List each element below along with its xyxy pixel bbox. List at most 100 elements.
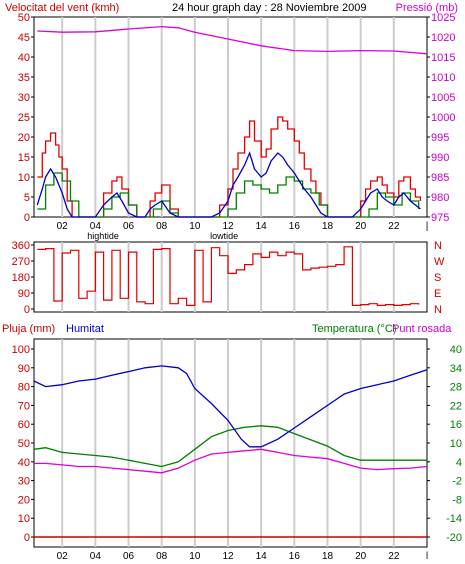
y-tick-label: 30 xyxy=(18,92,30,104)
direction-tick-label: 360 xyxy=(12,240,30,252)
x-tick-label: 10 xyxy=(189,551,201,559)
wind-direction-line xyxy=(37,246,420,306)
wind-average-line xyxy=(37,172,420,218)
y-tick-label: 40 xyxy=(18,52,30,64)
y2-tick-label: 1000 xyxy=(431,112,455,124)
x-tick-label: 14 xyxy=(256,221,268,232)
y2-tick-label: 34 xyxy=(450,363,462,375)
y2-tick-label: 995 xyxy=(431,132,449,144)
x-tick-label: 12 xyxy=(222,551,234,559)
y2-tick-label: 16 xyxy=(450,419,462,431)
compass-label: N xyxy=(434,304,442,316)
y2-tick-label: 22 xyxy=(450,400,462,412)
x-tick-label: 02 xyxy=(57,221,69,232)
y-tick-label: 20 xyxy=(18,494,30,506)
x-tick-label: 08 xyxy=(156,221,168,232)
y2-tick-label: -8 xyxy=(452,494,462,506)
x-tick-label: 20 xyxy=(355,221,367,232)
temperature-axis-title: Temperatura (°C) xyxy=(312,323,396,335)
direction-series xyxy=(37,246,420,306)
y-tick-label: 80 xyxy=(18,382,30,394)
y-tick-label: 70 xyxy=(18,400,30,412)
y2-tick-label: 1015 xyxy=(431,52,455,64)
tide-label: hightide xyxy=(87,231,119,241)
compass-label: E xyxy=(434,288,441,300)
direction-ticks: 360 N 270 W 180 S 90 E 0 N xyxy=(12,240,445,316)
dewpoint-axis-title: Punt rosada xyxy=(392,323,452,335)
y2-tick-label: 975 xyxy=(431,212,449,224)
temperature-line xyxy=(33,425,427,468)
dewpoint-line xyxy=(34,448,428,474)
humidity-line xyxy=(33,365,428,448)
x-tick-label: | xyxy=(426,551,429,559)
y-tick-label: 30 xyxy=(18,476,30,488)
pressure-line xyxy=(37,25,428,55)
direction-tick-label: 90 xyxy=(18,288,30,300)
x-tick-label: 22 xyxy=(388,551,400,559)
rain-axis-title: Pluja (mm) xyxy=(2,323,55,335)
panel-wind-frame xyxy=(33,16,428,218)
y2-tick-label: 1010 xyxy=(431,72,455,84)
temp-series xyxy=(33,365,428,538)
x-tick-label: 18 xyxy=(322,551,334,559)
x-tick-label: 02 xyxy=(57,551,69,559)
x-tick-label: 20 xyxy=(355,551,367,559)
y-tick-label: 50 xyxy=(18,12,30,24)
wind-axis-title: Velocitat del vent (kmh) xyxy=(5,2,119,14)
y-tick-label: 45 xyxy=(18,32,30,44)
y-tick-label: 35 xyxy=(18,72,30,84)
x-tick-label: 12 xyxy=(222,221,234,232)
x-tick-label: 22 xyxy=(388,221,400,232)
y-tick-label: 60 xyxy=(18,419,30,431)
x-tick-label: 16 xyxy=(289,551,301,559)
x-tick-label: 06 xyxy=(123,221,135,232)
y-tick-label: 25 xyxy=(18,112,30,124)
y-tick-label: 5 xyxy=(24,192,30,204)
y-tick-label: 40 xyxy=(18,457,30,469)
wind-series xyxy=(36,25,428,218)
y-tick-label: 50 xyxy=(18,438,30,450)
y2-tick-label: -20 xyxy=(446,532,462,544)
y2-tick-label: 40 xyxy=(450,344,462,356)
x-tick-label: 14 xyxy=(256,551,268,559)
x-tick-label: 04 xyxy=(90,221,102,232)
wind-speed-line xyxy=(36,151,421,218)
y-tick-label: 20 xyxy=(18,132,30,144)
x-tick-label: | xyxy=(426,221,429,232)
y2-tick-label: 1025 xyxy=(431,12,455,24)
pressure-axis-title: Pressió (mb) xyxy=(396,2,458,14)
y-tick-label: 0 xyxy=(24,212,30,224)
direction-tick-label: 270 xyxy=(12,256,30,268)
y-tick-label: 0 xyxy=(24,532,30,544)
y2-tick-label: 980 xyxy=(431,192,449,204)
direction-tick-label: 180 xyxy=(12,272,30,284)
compass-label: N xyxy=(434,240,442,252)
temp-grid xyxy=(61,339,395,547)
humidity-axis-title: Humitat xyxy=(66,323,104,335)
y-tick-label: 10 xyxy=(18,172,30,184)
y-tick-label: 100 xyxy=(12,344,30,356)
x-tick-label: 08 xyxy=(156,551,168,559)
y2-tick-label: 28 xyxy=(450,382,462,394)
direction-tick-label: 0 xyxy=(24,304,30,316)
y-tick-label: 90 xyxy=(18,363,30,375)
y2-tick-label: 4 xyxy=(456,457,462,469)
y2-tick-label: 985 xyxy=(431,172,449,184)
compass-label: W xyxy=(434,256,445,268)
y-tick-label: 10 xyxy=(18,513,30,525)
panel-temp-frame xyxy=(33,338,428,548)
temp-ticks: 0204060810121416182022|hightidelowtide01… xyxy=(12,344,462,564)
y2-tick-label: 10 xyxy=(450,438,462,450)
tide-label: lowtide xyxy=(210,231,238,241)
chart-title: 24 hour graph day : 28 Noviembre 2009 xyxy=(172,2,366,14)
x-tick-label: 10 xyxy=(189,221,201,232)
y2-tick-label: -2 xyxy=(452,476,462,488)
x-tick-label: 04 xyxy=(90,551,102,559)
y2-tick-label: 1005 xyxy=(431,92,455,104)
y-tick-label: 15 xyxy=(18,152,30,164)
panel-direction-frame xyxy=(33,241,428,313)
x-tick-label: 06 xyxy=(123,551,135,559)
x-tick-label: 18 xyxy=(322,221,334,232)
